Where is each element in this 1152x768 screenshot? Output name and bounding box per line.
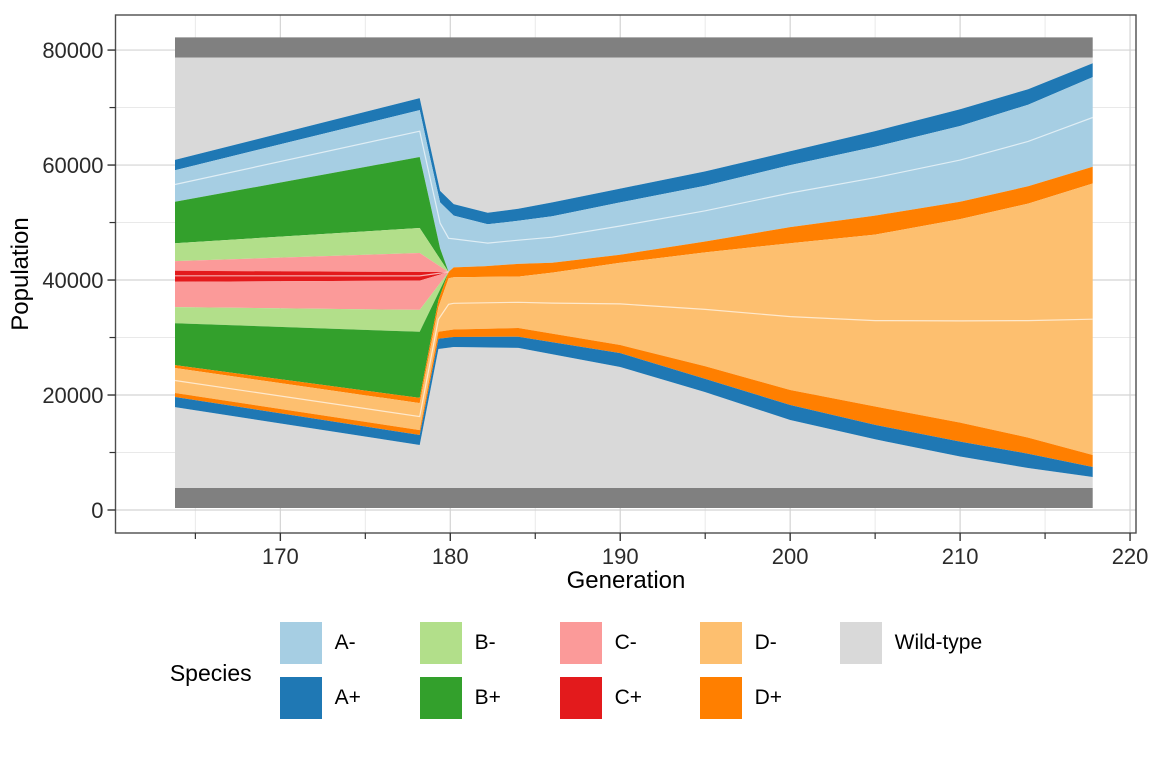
- band-b-minus-bottom: [175, 272, 449, 332]
- legend-swatch: [279, 677, 322, 719]
- legend-swatch: [419, 622, 462, 664]
- panel-border: [114, 14, 1137, 534]
- band-splitline-c-plus: [174, 271, 449, 277]
- legend-label: A+: [334, 686, 361, 709]
- legend-grid: A- B- C- D- Wild-type A+ B+ C+ D+: [279, 622, 983, 719]
- legend-item-b-: B-: [419, 622, 538, 664]
- axis-tick-labels: 170 180 190 200 210 220 0 20000 40000 60000 80000: [42, 38, 1148, 569]
- legend-label: A-: [334, 631, 356, 654]
- legend-swatch: [699, 677, 742, 719]
- legend-swatch: [419, 677, 462, 719]
- area-bands: [174, 37, 1093, 508]
- x-axis-title: Generation: [567, 567, 686, 594]
- y-tick-label: 60000: [42, 153, 103, 178]
- band-d-plus-bottom: [175, 328, 1093, 467]
- axis-ticks: [107, 49, 1131, 541]
- legend-item-a-: A-: [279, 622, 398, 664]
- legend-item-b-: B+: [419, 677, 538, 719]
- band-a-plus-bottom: [175, 336, 1093, 477]
- x-tick-label: 190: [602, 544, 639, 569]
- y-axis-title: Population: [7, 217, 34, 330]
- y-tick-label: 0: [91, 498, 103, 523]
- legend-item-d-: D-: [699, 622, 818, 664]
- legend-label: C-: [614, 631, 637, 654]
- x-tick-label: 220: [1112, 544, 1149, 569]
- band-c-minus-bottom: [175, 272, 449, 310]
- legend-label: D+: [754, 686, 783, 709]
- population-muller-chart: 170 180 190 200 210 220020000400006000080000 …: [7, 14, 1148, 594]
- legend-item-d-: D+: [699, 677, 818, 719]
- legend-label: B-: [474, 631, 496, 654]
- band-wild-type-top: [175, 57, 1093, 213]
- band-b-minus-top: [175, 228, 449, 272]
- legend-swatch: [559, 677, 602, 719]
- legend-swatch: [279, 622, 322, 664]
- legend-title: Species: [169, 660, 252, 686]
- x-tick-label: 170: [262, 544, 299, 569]
- legend-label: B+: [474, 686, 501, 709]
- band-wild-type-bottom: [175, 347, 1093, 488]
- y-tick-label: 80000: [42, 38, 103, 63]
- band-boundary-bar-bottom: [175, 488, 1093, 508]
- legend-swatch: [699, 622, 742, 664]
- legend-item-c-: C+: [559, 677, 678, 719]
- legend-item-a-: A+: [279, 677, 398, 719]
- band-d-plus-top: [175, 166, 1093, 404]
- legend-spacer: [840, 677, 983, 719]
- band-boundary-bar-top: [175, 37, 1093, 58]
- x-tick-label: 200: [772, 544, 809, 569]
- band-c-minus-top: [175, 253, 449, 272]
- band-b-plus-top: [175, 157, 449, 272]
- legend-swatch: [559, 622, 602, 664]
- band-splitline-d-minus: [174, 301, 1093, 418]
- y-tick-label: 40000: [42, 268, 103, 293]
- legend-label: C+: [614, 686, 643, 709]
- x-tick-label: 180: [432, 544, 469, 569]
- x-tick-label: 210: [942, 544, 979, 569]
- band-a-plus-top: [175, 63, 1093, 225]
- band-a-minus: [175, 77, 1093, 272]
- legend-item-wild-type: Wild-type: [839, 622, 983, 664]
- legend-label: Wild-type: [894, 631, 983, 654]
- band-b-plus-bottom: [175, 272, 449, 398]
- band-splitline-a-minus: [174, 116, 1093, 244]
- y-tick-label: 20000: [42, 383, 103, 408]
- legend: Species A- B- C- D- Wild-type A+ B+ C+ D+: [0, 622, 1152, 719]
- legend-item-c-: C-: [559, 622, 678, 664]
- band-d-minus: [175, 183, 1093, 455]
- legend-label: D-: [754, 631, 777, 654]
- legend-swatch: [839, 622, 882, 664]
